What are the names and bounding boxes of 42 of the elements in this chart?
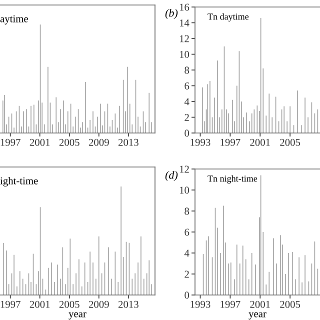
x-tick-label: 2005 (280, 300, 300, 308)
x-tick-label: 2009 (88, 300, 109, 308)
y-tick-label: 16 (180, 4, 190, 11)
text: (d) (165, 170, 178, 182)
y-tick-label: 6 (184, 228, 190, 236)
y-tick-label: 2 (184, 114, 189, 121)
x-tick-label: 1993 (190, 300, 210, 308)
y-tick-label: 4 (184, 98, 190, 106)
x-axis-title: year (248, 312, 266, 320)
y-tick-label: 14 (180, 19, 190, 26)
y-tick-label: 12 (180, 35, 189, 42)
x-tick-label: 2001 (250, 300, 270, 308)
x-tick-label: 1997 (220, 138, 240, 146)
y-tick-label: 4 (184, 250, 190, 257)
x-tick-label: 1993 (190, 138, 210, 146)
text: (b) (165, 8, 178, 20)
annotation: Tn night-time (208, 175, 258, 184)
y-tick-label: 8 (184, 66, 190, 74)
y-tick-label: 6 (184, 82, 190, 90)
text: ight-time (0, 177, 38, 186)
x-tick-label: 2005 (59, 138, 80, 146)
x-tick-label: 2005 (280, 138, 300, 146)
x-tick-label: 1997 (0, 138, 20, 146)
y-tick-label: 8 (184, 208, 190, 215)
x-tick-label: 1997 (0, 300, 20, 308)
y-tick-label: 0 (184, 292, 190, 299)
x-tick-label: 2013 (118, 138, 138, 146)
x-tick-label: 2001 (30, 138, 50, 146)
y-tick-label: 0 (184, 130, 190, 137)
y-tick-label: 10 (180, 186, 190, 194)
y-tick-label: 10 (180, 50, 190, 58)
x-tick-label: 2005 (59, 300, 80, 308)
x-tick-label: 1997 (220, 300, 240, 308)
y-tick-label: 2 (184, 270, 189, 278)
text: aytime (0, 15, 28, 24)
x-tick-label: 2001 (250, 138, 270, 146)
y-tick-label: 12 (180, 166, 189, 173)
x-tick-label: 2001 (30, 300, 50, 308)
annotation: Tn daytime (208, 13, 249, 22)
x-tick-label: 2013 (118, 300, 138, 308)
x-tick-label: 2009 (88, 138, 109, 146)
x-axis-title: year (68, 312, 86, 320)
